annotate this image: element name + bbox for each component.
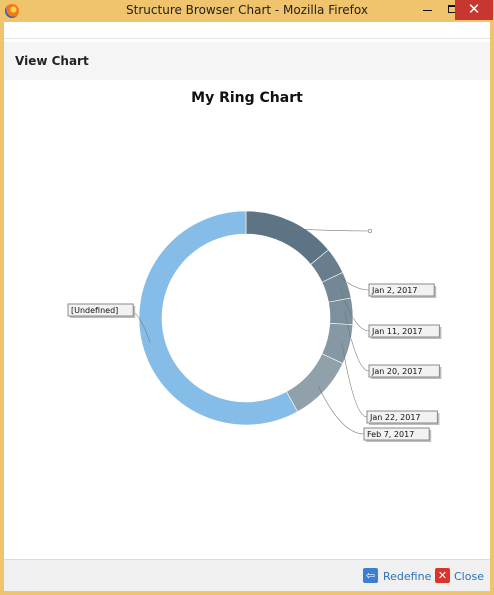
slice-label-box	[67, 303, 134, 317]
slice-label-box	[368, 364, 440, 378]
slice-label: Feb 7, 2017	[367, 430, 414, 439]
chart-title: My Ring Chart	[191, 90, 303, 106]
close-link[interactable]: Close	[454, 570, 484, 583]
minimize-button[interactable]	[414, 0, 440, 20]
ring-chart: Jan 2, 2017 Jan 11, 2017 Jan 20, 2017 Jan 2…	[67, 210, 442, 442]
slice-label: Jan 2, 2017	[371, 286, 417, 295]
slice-label-box	[363, 427, 430, 441]
leader-line	[288, 228, 371, 232]
slice-label: Jan 22, 2017	[369, 413, 421, 422]
ring-slice[interactable]	[286, 353, 344, 413]
slice-label: [Undefined]	[71, 306, 118, 315]
leader-line	[339, 287, 370, 332]
address-strip	[4, 22, 490, 39]
slice-label-box	[366, 410, 438, 424]
window-title: Structure Browser Chart - Mozilla Firefo…	[126, 3, 368, 17]
page-header: View Chart	[4, 42, 490, 80]
window-close-button[interactable]: ✕	[455, 0, 493, 20]
window-title-bar: Structure Browser Chart - Mozilla Firefo…	[0, 0, 494, 22]
leader-line	[329, 264, 370, 291]
close-icon: ✕	[467, 0, 481, 18]
label-marker	[367, 228, 373, 234]
ring-slice[interactable]	[328, 297, 354, 326]
ring-slice[interactable]	[138, 210, 298, 426]
leader-line	[317, 385, 365, 435]
chart-page: View Chart My Ring Chart Jan 2, 2017 Jan …	[4, 22, 490, 591]
footer-bar: ⇦ Redefine ✕ Close	[4, 559, 490, 591]
firefox-icon	[5, 4, 19, 18]
redefine-link[interactable]: Redefine	[383, 570, 432, 583]
close-link-icon[interactable]: ✕	[435, 568, 450, 583]
slice-label-box	[368, 324, 440, 338]
page-title: View Chart	[15, 54, 89, 68]
leader-line	[341, 342, 368, 418]
slice-label: Jan 20, 2017	[371, 367, 423, 376]
ring-slice[interactable]	[245, 210, 329, 265]
minimize-icon	[423, 10, 432, 11]
slice-label-box	[368, 283, 435, 297]
redefine-icon[interactable]: ⇦	[363, 568, 378, 583]
slice-label: Jan 11, 2017	[371, 327, 423, 336]
leader-line	[344, 311, 370, 372]
